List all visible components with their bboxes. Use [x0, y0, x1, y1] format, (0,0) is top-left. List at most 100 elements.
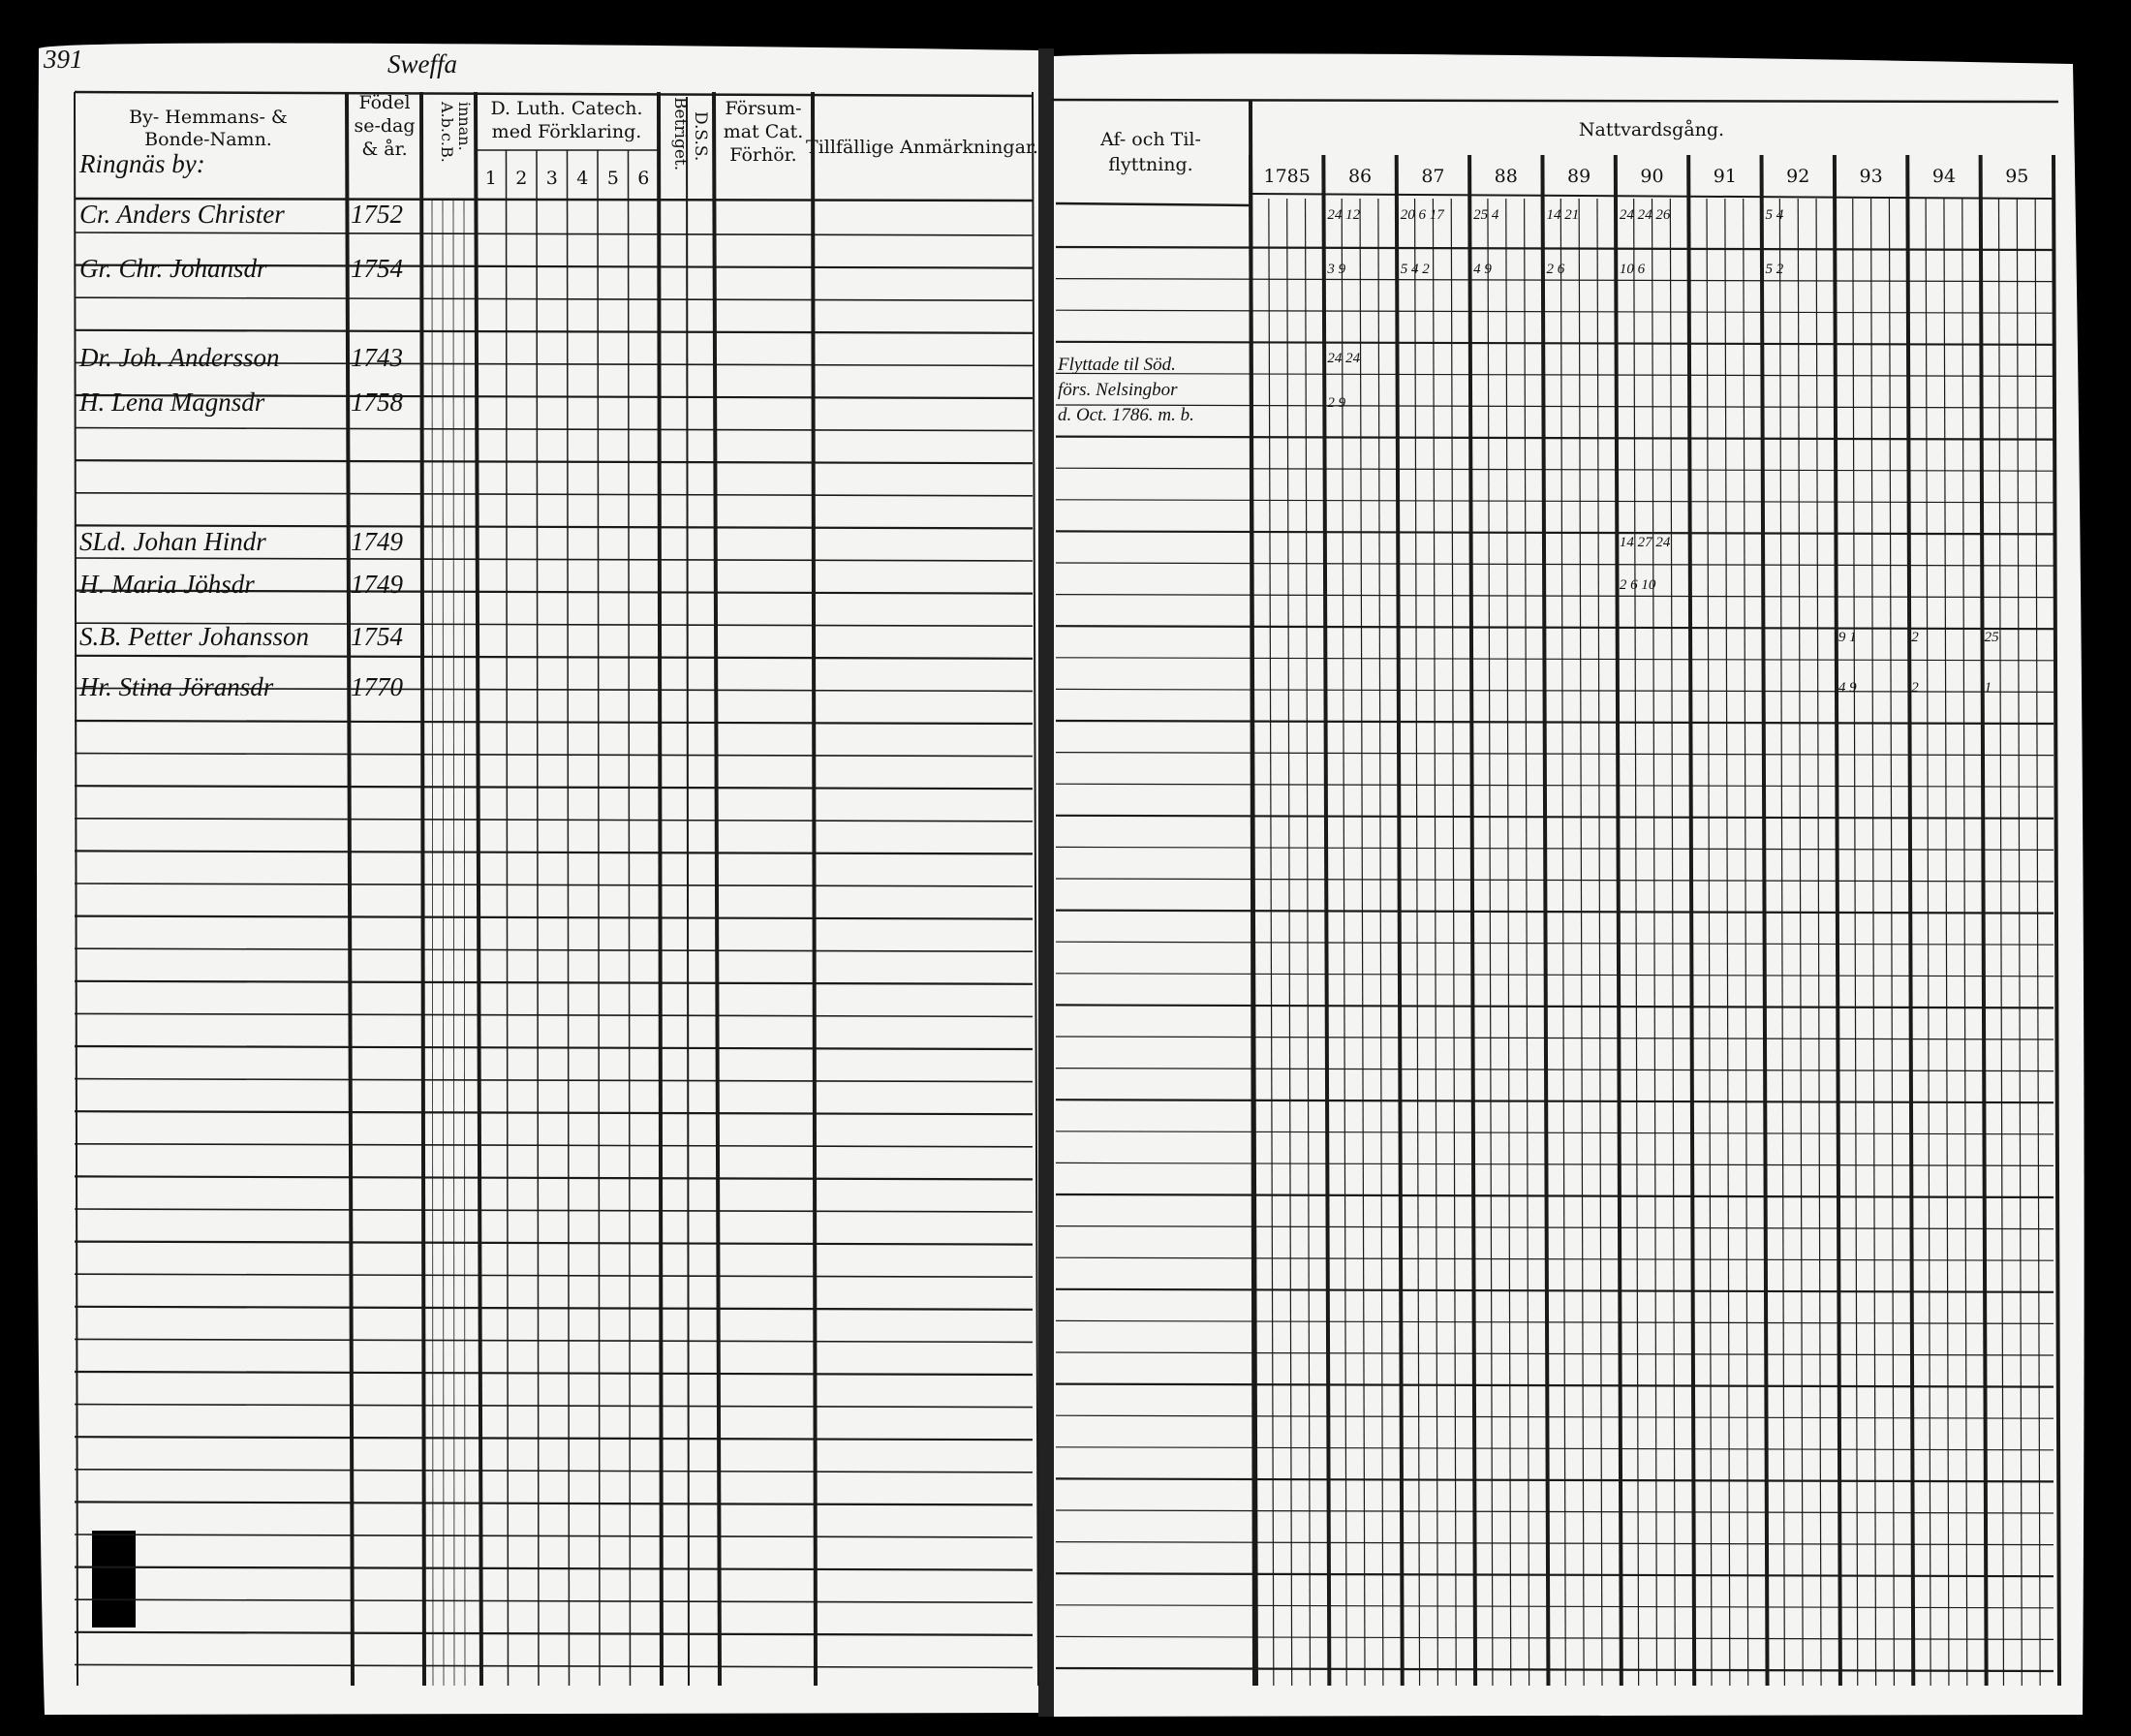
- person-name: Cr. Anders Christer: [79, 200, 285, 229]
- row-rule: [74, 1012, 1034, 1018]
- row-rule: [74, 719, 1034, 726]
- row-rule: [74, 1469, 1034, 1473]
- year-rule: [1613, 154, 1623, 1687]
- year-rule: [1321, 154, 1332, 1687]
- tab-mark: [92, 1531, 136, 1628]
- header-dss: D.S.S.: [691, 111, 710, 161]
- sub-rule: [1596, 198, 1603, 1687]
- row-rule: [74, 296, 1034, 302]
- catechism-column-number: 4: [576, 168, 588, 189]
- column-rule: [657, 91, 664, 1687]
- left-page: [37, 43, 1044, 1715]
- row-rule: [74, 393, 1034, 400]
- row-rule: [1055, 751, 2054, 757]
- header-abc: A.b.c.B.: [438, 101, 456, 163]
- row-rule: [74, 1143, 1034, 1148]
- sub-rule: [1815, 198, 1822, 1687]
- header-name: By- Hemmans- &: [129, 107, 288, 128]
- year-label: 95: [2005, 166, 2028, 187]
- header-catechism: D. Luth. Catech.: [490, 98, 642, 119]
- row-rule: [74, 654, 1034, 660]
- year-label: 91: [1714, 166, 1737, 187]
- row-rule: [74, 979, 1034, 985]
- row-rule: [1055, 846, 2054, 852]
- row-rule: [1055, 1193, 2054, 1199]
- header-birth: Födel: [358, 92, 410, 113]
- spine: [1038, 48, 1054, 1717]
- row-rule: [1055, 1509, 2054, 1514]
- year-rule: [1759, 154, 1770, 1687]
- sub-rule: [1706, 198, 1713, 1687]
- birth-year: 1749: [351, 570, 404, 599]
- year-label: 87: [1421, 166, 1444, 187]
- sub-rule: [1633, 198, 1640, 1687]
- person-name: Dr. Joh. Andersson: [78, 343, 280, 372]
- communion-entry: 25: [1985, 630, 2000, 645]
- birth-year: 1758: [351, 388, 404, 417]
- row-rule: [1055, 1635, 2054, 1641]
- row-rule: [1055, 245, 2054, 252]
- year-label: 92: [1786, 166, 1809, 187]
- moving-note: förs. Nelsingbor: [1058, 380, 1178, 400]
- sub-rule: [1450, 198, 1457, 1687]
- header-birth: & år.: [361, 139, 407, 160]
- communion-entry: 14 21: [1546, 207, 1579, 223]
- row-rule: [1055, 1414, 2054, 1419]
- header-name: Bonde-Namn.: [144, 129, 272, 150]
- row-rule: [1055, 404, 2054, 409]
- communion-entry: 10 6: [1620, 262, 1646, 277]
- row-rule: [74, 459, 1034, 465]
- row-rule: [74, 1370, 1034, 1377]
- catechism-column-number: 5: [607, 168, 619, 189]
- column-rule: [74, 91, 78, 1687]
- row-rule: [1055, 1036, 2054, 1040]
- year-label: 90: [1640, 166, 1663, 187]
- year-rule: [2052, 154, 2061, 1687]
- sub-rule: [1432, 198, 1439, 1687]
- birth-year: 1752: [351, 200, 403, 229]
- header-remarks: Tillfällige Anmärkningar.: [806, 137, 1038, 158]
- sub-rule: [1869, 198, 1877, 1687]
- row-rule: [1055, 657, 2054, 662]
- communion-entry: 14 27 24: [1620, 535, 1671, 550]
- row-rule: [74, 1338, 1034, 1344]
- row-rule: [74, 1630, 1034, 1636]
- year-rule: [1905, 154, 1916, 1687]
- row-rule: [1055, 1256, 2054, 1261]
- sub-rule: [1578, 198, 1585, 1687]
- row-rule: [1055, 1319, 2054, 1325]
- sub-rule: [1377, 198, 1384, 1687]
- header-catechism: med Förklaring.: [492, 121, 642, 142]
- row-rule: [74, 1110, 1034, 1116]
- row-rule: [1055, 1004, 2054, 1009]
- row-rule: [1055, 1131, 2054, 1135]
- row-rule: [1055, 340, 2054, 346]
- row-rule: [1055, 814, 2054, 820]
- row-rule: [1055, 1604, 2054, 1609]
- sub-rule: [1651, 198, 1658, 1687]
- catechism-column-number: 3: [546, 168, 558, 189]
- row-rule: [1055, 1067, 2054, 1072]
- row-rule: [74, 426, 1034, 432]
- row-rule: [1055, 688, 2054, 694]
- header-birth: se-dag: [354, 115, 415, 137]
- header-neglected: mat Cat.: [724, 121, 804, 142]
- row-rule: [1055, 1224, 2054, 1230]
- row-rule: [74, 1305, 1034, 1311]
- sub-rule: [2034, 198, 2041, 1687]
- row-rule: [1055, 1446, 2054, 1451]
- row-rule: [74, 1175, 1034, 1181]
- column-rule: [345, 91, 355, 1687]
- header-abc: innan.: [455, 102, 474, 151]
- sub-rule: [1560, 198, 1566, 1687]
- column-rule: [474, 91, 483, 1687]
- row-rule: [1055, 309, 2054, 314]
- moving-note: d. Oct. 1786. m. b.: [1058, 405, 1194, 425]
- row-rule: [74, 850, 1034, 855]
- catechism-column-number: 1: [485, 168, 497, 189]
- column-rule: [1032, 91, 1039, 1687]
- row-rule: [74, 752, 1034, 758]
- column-rule: [811, 91, 818, 1687]
- row-rule: [74, 1403, 1034, 1409]
